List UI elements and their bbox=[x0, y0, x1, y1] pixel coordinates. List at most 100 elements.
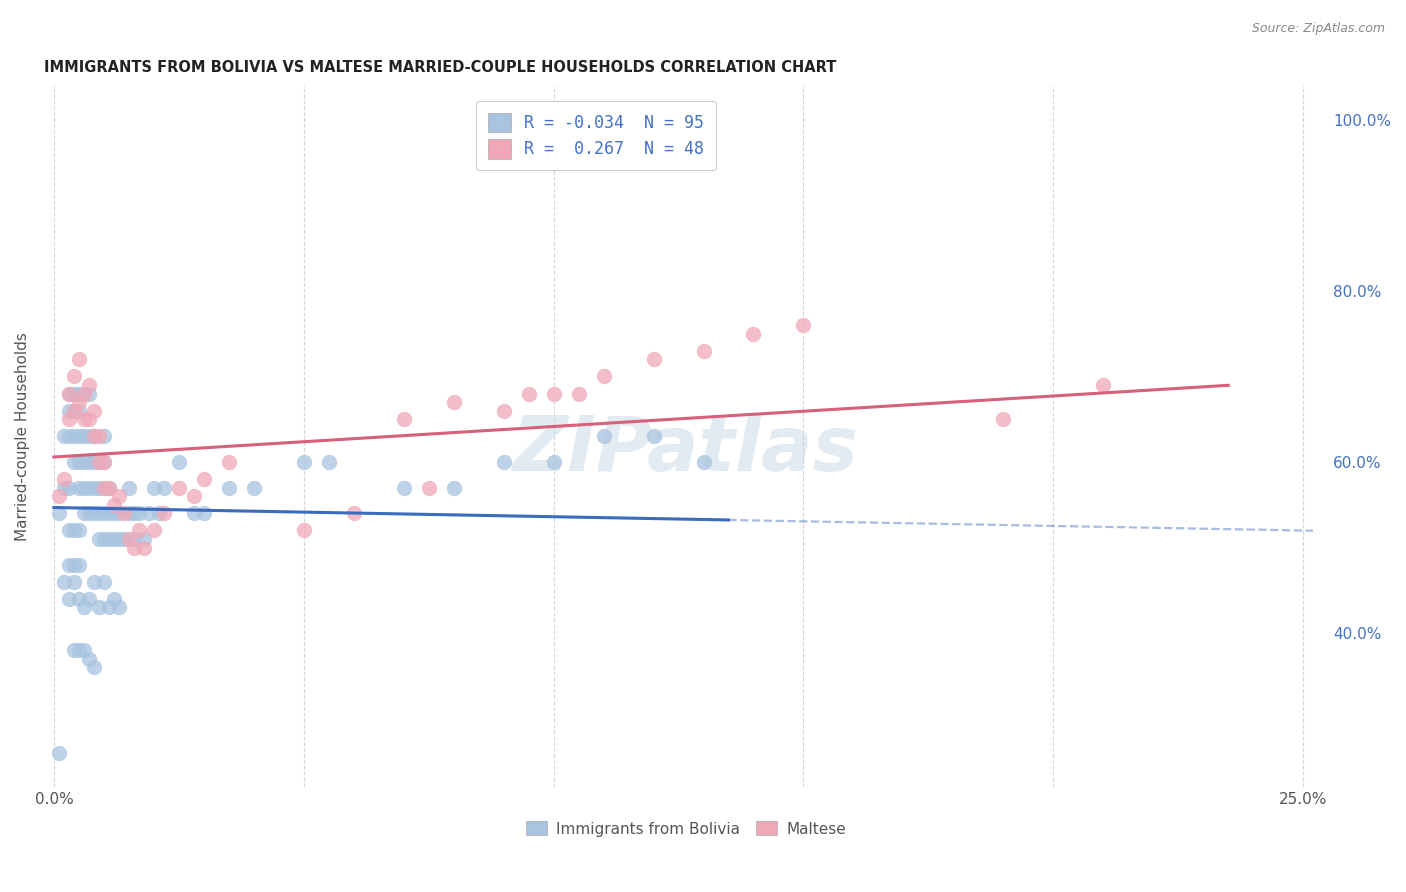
Point bbox=[73, 643, 96, 657]
Point bbox=[392, 481, 415, 495]
Point bbox=[73, 506, 96, 520]
Point bbox=[118, 481, 141, 495]
Point bbox=[63, 455, 86, 469]
Y-axis label: Married-couple Households: Married-couple Households bbox=[15, 332, 30, 541]
Point bbox=[73, 386, 96, 401]
Point bbox=[592, 429, 614, 443]
Point bbox=[692, 455, 714, 469]
Point bbox=[193, 472, 215, 486]
Point bbox=[87, 600, 110, 615]
Point bbox=[63, 429, 86, 443]
Point bbox=[77, 481, 100, 495]
Text: Source: ZipAtlas.com: Source: ZipAtlas.com bbox=[1251, 22, 1385, 36]
Point bbox=[1092, 378, 1115, 392]
Point bbox=[292, 455, 315, 469]
Point bbox=[97, 600, 120, 615]
Point bbox=[83, 574, 105, 589]
Point bbox=[97, 481, 120, 495]
Point bbox=[73, 429, 96, 443]
Point bbox=[792, 318, 814, 332]
Point bbox=[122, 532, 145, 546]
Point bbox=[193, 506, 215, 520]
Point bbox=[97, 481, 120, 495]
Point bbox=[77, 455, 100, 469]
Point bbox=[108, 506, 131, 520]
Point bbox=[77, 652, 100, 666]
Point bbox=[128, 524, 150, 538]
Point bbox=[167, 481, 190, 495]
Point bbox=[492, 403, 515, 417]
Point bbox=[118, 532, 141, 546]
Point bbox=[108, 532, 131, 546]
Point bbox=[492, 455, 515, 469]
Point bbox=[48, 746, 70, 760]
Point bbox=[97, 506, 120, 520]
Point bbox=[218, 481, 240, 495]
Point bbox=[103, 498, 125, 512]
Point bbox=[112, 532, 135, 546]
Point bbox=[48, 506, 70, 520]
Point bbox=[218, 455, 240, 469]
Point bbox=[83, 660, 105, 674]
Point bbox=[103, 591, 125, 606]
Point bbox=[87, 506, 110, 520]
Point bbox=[83, 455, 105, 469]
Point bbox=[118, 506, 141, 520]
Point bbox=[73, 481, 96, 495]
Point bbox=[993, 412, 1015, 426]
Point bbox=[63, 574, 86, 589]
Point bbox=[318, 455, 340, 469]
Point bbox=[292, 524, 315, 538]
Point bbox=[112, 506, 135, 520]
Point bbox=[343, 506, 366, 520]
Point bbox=[83, 403, 105, 417]
Point bbox=[93, 574, 115, 589]
Point bbox=[87, 429, 110, 443]
Point bbox=[58, 524, 80, 538]
Point bbox=[87, 455, 110, 469]
Point bbox=[63, 403, 86, 417]
Point bbox=[97, 532, 120, 546]
Point bbox=[58, 429, 80, 443]
Point bbox=[67, 395, 90, 409]
Point bbox=[83, 506, 105, 520]
Point bbox=[87, 455, 110, 469]
Point bbox=[167, 455, 190, 469]
Point bbox=[77, 591, 100, 606]
Point bbox=[77, 378, 100, 392]
Point bbox=[93, 455, 115, 469]
Point bbox=[183, 489, 205, 503]
Point bbox=[67, 403, 90, 417]
Point bbox=[93, 455, 115, 469]
Point bbox=[142, 524, 165, 538]
Point bbox=[58, 591, 80, 606]
Point bbox=[63, 403, 86, 417]
Point bbox=[67, 386, 90, 401]
Point bbox=[132, 541, 155, 555]
Point bbox=[52, 472, 75, 486]
Point bbox=[148, 506, 170, 520]
Point bbox=[63, 369, 86, 384]
Point bbox=[183, 506, 205, 520]
Point bbox=[63, 643, 86, 657]
Point bbox=[592, 369, 614, 384]
Point bbox=[67, 455, 90, 469]
Text: ZIPatlas: ZIPatlas bbox=[513, 413, 859, 487]
Point bbox=[63, 524, 86, 538]
Point bbox=[77, 412, 100, 426]
Point bbox=[93, 481, 115, 495]
Point bbox=[67, 524, 90, 538]
Point bbox=[443, 481, 465, 495]
Point bbox=[73, 455, 96, 469]
Point bbox=[58, 558, 80, 572]
Point bbox=[122, 541, 145, 555]
Point bbox=[58, 481, 80, 495]
Point bbox=[67, 591, 90, 606]
Point bbox=[67, 481, 90, 495]
Point bbox=[48, 489, 70, 503]
Point bbox=[122, 506, 145, 520]
Point bbox=[77, 386, 100, 401]
Point bbox=[643, 352, 665, 367]
Point bbox=[77, 429, 100, 443]
Point bbox=[153, 481, 176, 495]
